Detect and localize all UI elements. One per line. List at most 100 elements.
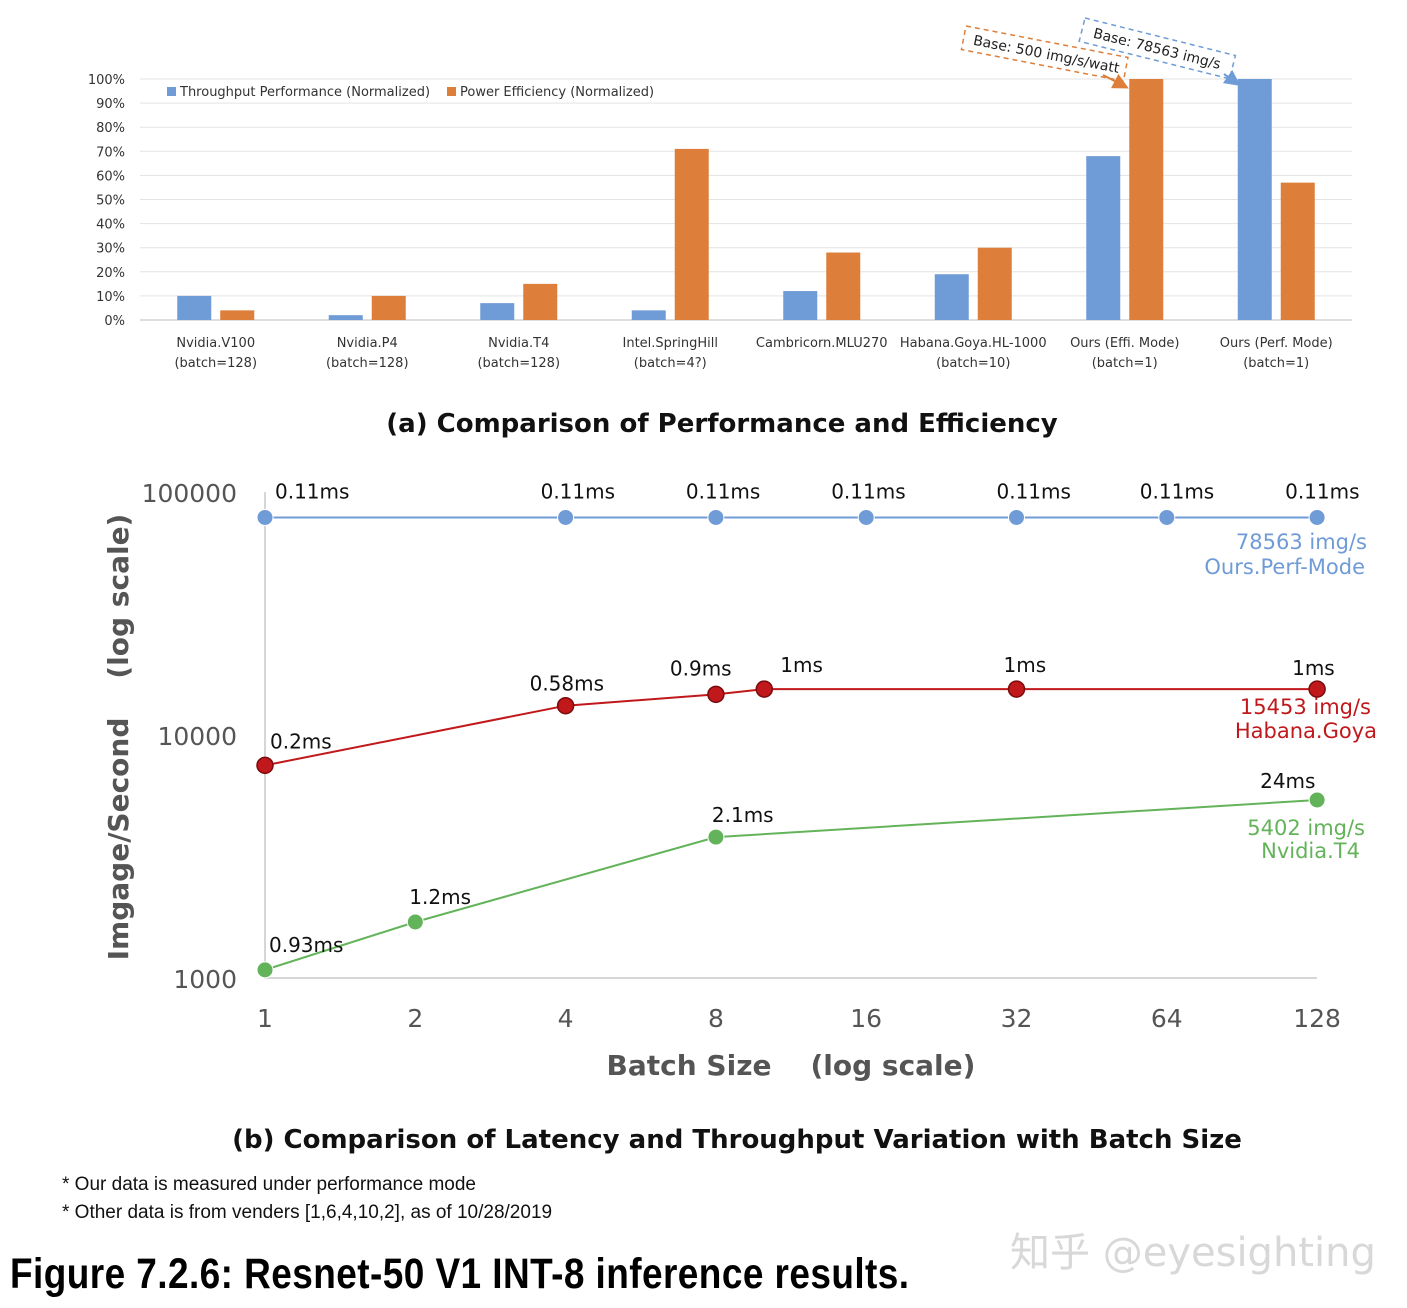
x-tick-label: Habana.Goya.HL-1000 [900, 336, 1047, 351]
line-chart-latency-labels: 0.11ms 0.11ms 0.11ms 0.11ms 0.11ms 0.11ms 0.11… [269, 479, 1360, 956]
x-tick-label: 4 [558, 1004, 574, 1033]
bar-throughput [783, 291, 818, 320]
y-tick-label: 10% [96, 290, 125, 305]
x-tick-label: Nvidia.V100 [176, 336, 255, 351]
bar-throughput [1086, 156, 1121, 320]
line-chart-title: (b) Comparison of Latency and Throughput… [232, 1125, 1242, 1155]
data-point [1008, 508, 1025, 526]
series-name-t4: Nvidia.T4 [1261, 839, 1360, 863]
latency-label: 0.11ms [1285, 479, 1359, 503]
line-chart-axes [264, 492, 1317, 979]
data-point [557, 508, 575, 526]
series-label-t4: 5402 img/s Nvidia.T4 [1247, 816, 1365, 863]
bar-power-efficiency [1280, 182, 1315, 320]
series-name-habana: Habana.Goya [1235, 719, 1377, 743]
x-tick-label-batch: (batch=10) [936, 356, 1010, 371]
legend-swatch-throughput [167, 87, 176, 96]
data-point [707, 828, 725, 846]
bar-power-efficiency [826, 252, 861, 320]
latency-label: 0.11ms [831, 479, 905, 503]
y-tick-label: 50% [96, 194, 125, 209]
latency-label: 1.2ms [409, 885, 471, 909]
bar-throughput [177, 295, 212, 320]
x-tick-label: Cambricorn.MLU270 [756, 336, 888, 351]
x-tick-label-batch: (batch=128) [477, 356, 560, 371]
series-throughput-perf-mode: 78563 img/s [1236, 530, 1367, 554]
latency-label: 0.9ms [670, 656, 732, 680]
y-tick-label: 40% [96, 218, 125, 233]
line-chart-x-axis-title: Batch Size (log scale) [607, 1049, 976, 1082]
x-tick-label-batch: (batch=1) [1092, 356, 1158, 371]
data-point [256, 756, 274, 775]
data-point [406, 913, 424, 931]
bar-power-efficiency [371, 295, 406, 320]
series-line-t4 [264, 798, 1318, 971]
line-chart-series [256, 508, 1326, 979]
x-tick-label: 64 [1151, 1004, 1183, 1033]
series-label-habana: 15453 img/s Habana.Goya [1235, 695, 1377, 743]
latency-label: 0.11ms [1140, 479, 1214, 503]
x-tick-label: Nvidia.T4 [488, 336, 549, 351]
series-label-perf-mode: 78563 img/s Ours.Perf-Mode [1204, 530, 1367, 579]
data-point [1007, 680, 1026, 698]
latency-label: 1ms [780, 653, 823, 677]
data-point [755, 680, 774, 698]
series-line-habana [264, 688, 1318, 767]
bar-throughput [328, 315, 363, 320]
series-name-perf-mode: Ours.Perf-Mode [1204, 555, 1365, 579]
y-tick-label: 100000 [142, 479, 237, 508]
latency-label: 0.93ms [269, 933, 343, 957]
latency-label: 0.2ms [270, 729, 332, 753]
footnote-vendor-data: * Other data is from venders [1,6,4,10,2… [62, 1202, 553, 1223]
legend-swatch-power-efficiency [447, 87, 456, 96]
x-tick-label-batch: (batch=128) [326, 356, 409, 371]
data-point [1308, 791, 1326, 809]
data-point [1158, 508, 1176, 526]
latency-label: 0.11ms [686, 479, 760, 503]
x-tick-label-batch: (batch=128) [174, 356, 257, 371]
bar-power-efficiency [674, 148, 709, 320]
x-tick-label: 2 [407, 1004, 423, 1033]
footnote-performance-mode: * Our data is measured under performance… [62, 1174, 476, 1195]
legend-label-power-efficiency: Power Efficiency (Normalized) [460, 85, 654, 100]
data-point [256, 961, 274, 979]
x-tick-label: 1 [257, 1004, 273, 1033]
y-tick-label: 1000 [173, 965, 237, 994]
bar-chart: 0% 10% 20% 30% 40% 50% 60% 70% 80% 90% 100% Nvidia… [88, 17, 1352, 439]
series-throughput-t4: 5402 img/s [1247, 816, 1365, 840]
line-chart-x-ticks: 1 2 4 8 16 32 64 128 [257, 1004, 1341, 1033]
x-tick-label: 8 [708, 1004, 724, 1033]
y-tick-label: 100% [88, 73, 125, 88]
data-point [1308, 508, 1326, 526]
latency-label: 1ms [1292, 656, 1335, 680]
bar-power-efficiency [220, 310, 255, 320]
bar-power-efficiency [977, 247, 1012, 320]
y-tick-label: 30% [96, 242, 125, 257]
line-chart-y-ticks: 1000 10000 100000 [142, 479, 237, 994]
x-tick-label: Nvidia.P4 [337, 336, 398, 351]
line-chart-y-axis-title: Imgage/Second (log scale) [102, 514, 135, 961]
latency-label: 0.58ms [530, 672, 604, 696]
bar-chart-gridlines [140, 78, 1352, 321]
data-point [556, 696, 575, 715]
x-tick-label: Ours (Perf. Mode) [1220, 336, 1333, 351]
annotation-base-throughput: Base: 78563 img/s [1078, 17, 1241, 86]
x-tick-label-batch: (batch=1) [1243, 356, 1309, 371]
y-tick-label: 80% [96, 121, 125, 136]
y-tick-label: 0% [104, 314, 125, 329]
y-tick-label: 70% [96, 145, 125, 160]
y-tick-label: 90% [96, 97, 125, 112]
y-tick-label: 20% [96, 266, 125, 281]
data-point [1308, 680, 1326, 698]
bar-power-efficiency [523, 283, 558, 320]
x-tick-label: Intel.SpringHill [623, 336, 718, 351]
data-point [707, 508, 725, 526]
latency-label: 1ms [1004, 653, 1047, 677]
data-point [256, 508, 274, 526]
bar-throughput [1237, 79, 1272, 320]
y-tick-label: 60% [96, 169, 125, 184]
series-throughput-habana: 15453 img/s [1240, 695, 1371, 719]
latency-label: 0.11ms [275, 479, 349, 503]
bar-chart-title: (a) Comparison of Performance and Effici… [386, 409, 1058, 439]
